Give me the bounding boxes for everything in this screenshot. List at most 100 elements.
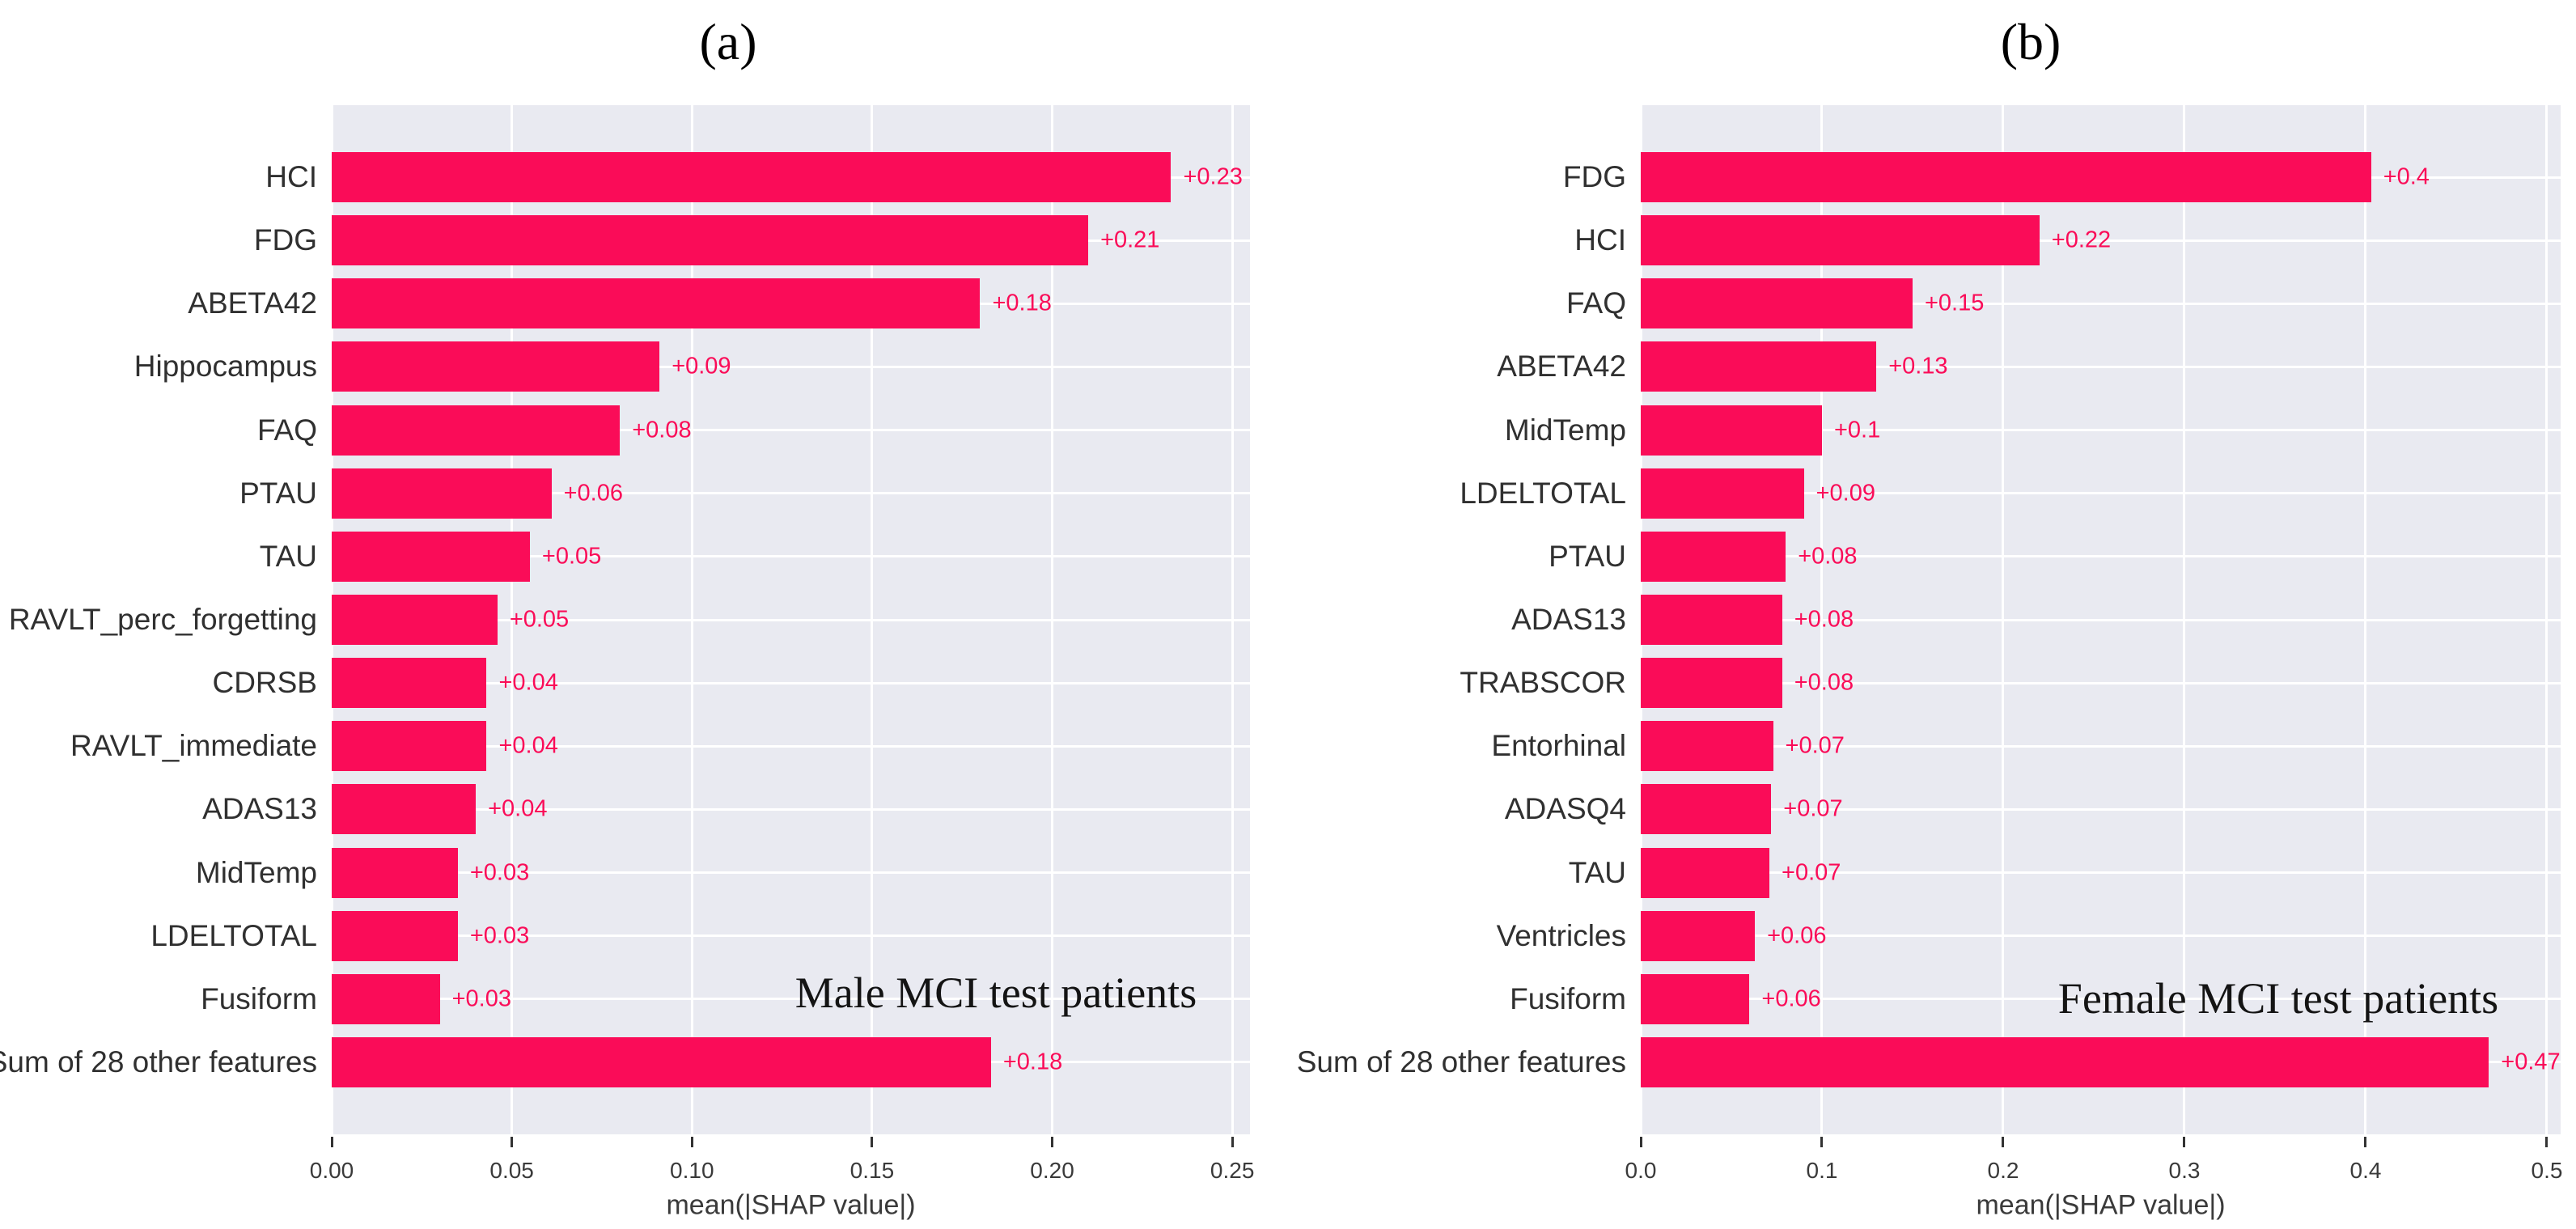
bar-value-label: +0.03: [469, 922, 530, 949]
bar-value-label: +0.09: [1815, 480, 1875, 506]
y-axis-label: FDG: [253, 223, 317, 257]
bar-value-label: +0.06: [1761, 985, 1821, 1012]
gridline-horizontal: [332, 998, 1250, 1001]
panel-b-x-axis-title: mean(|SHAP value|): [1976, 1189, 2226, 1221]
bar-value-label: +0.08: [1798, 543, 1858, 570]
y-axis-label: FAQ: [1566, 286, 1626, 320]
x-tick-label: 0.1: [1806, 1158, 1838, 1183]
panel-a-annotation: Male MCI test patients: [794, 968, 1197, 1017]
bar-value-label: +0.05: [541, 543, 602, 570]
y-axis-label: TAU: [259, 539, 317, 573]
x-tick-mark: [2183, 1137, 2186, 1147]
gridline-horizontal: [1641, 618, 2561, 621]
y-axis-label: Hippocampus: [133, 350, 317, 384]
y-axis-label: MidTemp: [1504, 413, 1626, 447]
bar-value-label: +0.15: [1924, 290, 1985, 316]
bar: [332, 278, 981, 329]
bar: [332, 784, 477, 835]
x-tick-label: 0.3: [2168, 1158, 2201, 1183]
bar: [1641, 152, 2371, 203]
y-axis-label: FDG: [1562, 160, 1626, 194]
bar-value-label: +0.22: [2051, 227, 2112, 253]
x-tick-mark: [1639, 1137, 1642, 1147]
x-tick-mark: [690, 1137, 693, 1147]
y-axis-label: PTAU: [239, 476, 317, 510]
y-axis-label: LDELTOTAL: [150, 918, 317, 952]
x-tick-label: 0.15: [849, 1158, 895, 1183]
gridline-horizontal: [1641, 492, 2561, 495]
x-tick-label: 0.2: [1987, 1158, 2019, 1183]
bar-value-label: +0.07: [1782, 859, 1841, 886]
gridline-horizontal: [332, 365, 1250, 368]
bar-value-label: +0.18: [992, 290, 1052, 316]
x-tick-label: 0.25: [1210, 1158, 1255, 1183]
bar: [332, 595, 498, 645]
bar-value-label: +0.03: [451, 985, 511, 1012]
bar: [1641, 784, 1772, 835]
bar: [332, 910, 458, 961]
gridline-horizontal: [1641, 871, 2561, 875]
y-axis-label: ABETA42: [1497, 350, 1626, 384]
bar: [1641, 468, 1804, 519]
bar-value-label: +0.08: [1794, 669, 1854, 696]
y-axis-label: FAQ: [256, 413, 317, 447]
bar-value-label: +0.04: [498, 732, 558, 759]
x-tick-mark: [511, 1137, 514, 1147]
bar: [332, 847, 458, 898]
bar: [332, 341, 660, 392]
bar-value-label: +0.07: [1785, 732, 1845, 759]
gridline-horizontal: [332, 681, 1250, 684]
bar: [1641, 910, 1756, 961]
bar-value-label: +0.4: [2383, 163, 2430, 190]
y-axis-label: Sum of 28 other features: [1296, 1045, 1626, 1079]
bar: [332, 152, 1171, 203]
bar: [1641, 405, 1822, 456]
bar: [1641, 973, 1750, 1024]
y-axis-label: Fusiform: [201, 981, 317, 1015]
bar: [332, 468, 552, 519]
bar: [1641, 1036, 2489, 1087]
x-tick-mark: [1820, 1137, 1824, 1147]
y-axis-label: Ventricles: [1496, 918, 1626, 952]
bar: [1641, 531, 1786, 582]
bar: [332, 973, 440, 1024]
bar-value-label: +0.03: [469, 859, 530, 886]
bar-value-label: +0.47: [2501, 1049, 2561, 1075]
x-tick-mark: [2002, 1137, 2005, 1147]
gridline-horizontal: [332, 871, 1250, 875]
bar: [1641, 595, 1782, 645]
panel-b-title: (b): [2000, 13, 2061, 70]
gridline-horizontal: [1641, 302, 2561, 305]
y-axis-label: ADAS13: [202, 792, 317, 826]
x-tick-label: 0.00: [309, 1158, 354, 1183]
y-axis-label: RAVLT_perc_forgetting: [8, 603, 317, 636]
y-axis-label: ADASQ4: [1504, 792, 1626, 826]
x-tick-label: 0.05: [489, 1158, 534, 1183]
bar: [332, 658, 487, 709]
x-tick-mark: [2364, 1137, 2367, 1147]
panel-b-annotation: Female MCI test patients: [2057, 974, 2499, 1023]
y-axis-label: MidTemp: [195, 855, 317, 889]
bar-value-label: +0.18: [1002, 1049, 1063, 1075]
bar: [1641, 215, 2040, 266]
bar: [1641, 658, 1782, 709]
bar: [1641, 721, 1773, 772]
bar-value-label: +0.13: [1888, 353, 1948, 379]
gridline-horizontal: [332, 934, 1250, 938]
gridline-horizontal: [1641, 998, 2561, 1001]
bar: [1641, 847, 1770, 898]
y-axis-label: RAVLT_immediate: [70, 729, 317, 763]
gridline-horizontal: [332, 492, 1250, 495]
y-axis-label: TRABSCOR: [1460, 666, 1626, 700]
x-tick-mark: [871, 1137, 874, 1147]
x-tick-label: 0.5: [2531, 1158, 2563, 1183]
y-axis-label: Fusiform: [1510, 981, 1626, 1015]
y-axis-label: Entorhinal: [1491, 729, 1626, 763]
x-tick-mark: [330, 1137, 333, 1147]
gridline-horizontal: [332, 429, 1250, 432]
y-axis-label: Sum of 28 other features: [0, 1045, 317, 1079]
bar-value-label: +0.07: [1783, 795, 1843, 822]
gridline-horizontal: [332, 555, 1250, 558]
bar-value-label: +0.09: [672, 353, 731, 379]
